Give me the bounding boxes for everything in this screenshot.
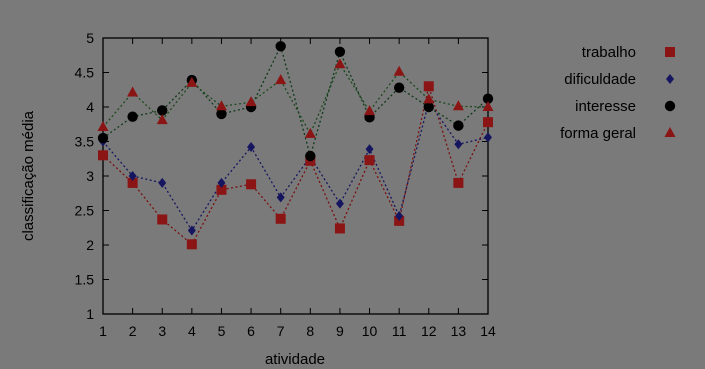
data-point-triangle (423, 93, 435, 104)
data-point-circle (305, 150, 316, 162)
data-point-triangle (452, 100, 464, 111)
series-lines (102, 44, 489, 246)
legend-marker-triangle (664, 127, 676, 137)
legend: trabalho dificuldade interesse forma geral (560, 44, 676, 142)
data-point-triangle (186, 76, 198, 87)
x-tick-label: 12 (421, 323, 437, 339)
data-point-diamond (217, 177, 226, 188)
data-point-diamond (187, 225, 196, 236)
data-point-square (98, 150, 108, 161)
data-point-diamond (158, 177, 167, 188)
y-tick-label: 1.5 (75, 272, 95, 288)
data-point-circle (453, 120, 464, 131)
data-point-square (246, 179, 257, 190)
series-line-triangle (102, 62, 489, 136)
y-tick-label: 2.5 (75, 203, 95, 219)
y-tick-label: 4.5 (75, 65, 95, 81)
data-point-diamond (365, 144, 374, 155)
x-tick-label: 11 (392, 323, 407, 339)
data-point-circle (275, 41, 286, 52)
x-tick-label: 10 (362, 323, 378, 339)
legend-marker-diamond (666, 74, 674, 84)
data-point-triangle (215, 100, 227, 111)
data-point-square (334, 223, 345, 234)
data-point-triangle (245, 96, 257, 107)
y-tick-label: 1 (86, 306, 94, 322)
x-axis-title: atividade (265, 351, 325, 368)
y-tick-label: 3.5 (75, 134, 95, 150)
legend-label: interesse (575, 98, 636, 115)
data-point-triangle (393, 65, 405, 76)
data-point-triangle (482, 101, 494, 111)
y-tick-label: 2 (86, 237, 94, 253)
x-tick-label: 4 (188, 323, 196, 339)
x-tick-label: 2 (129, 323, 137, 339)
y-axis-title: classificação média (20, 110, 37, 241)
y-tick-label: 5 (86, 30, 94, 46)
legend-marker-square (665, 47, 675, 57)
data-point-diamond (395, 211, 404, 222)
data-point-triangle (334, 58, 346, 69)
x-tick-label: 1 (99, 323, 107, 339)
x-tick-label: 3 (158, 323, 166, 339)
x-tick-label: 13 (451, 323, 467, 339)
y-tick-label: 4 (86, 99, 94, 115)
data-point-circle (482, 93, 494, 104)
data-point-circle (97, 132, 109, 144)
data-point-triangle (156, 114, 168, 125)
data-point-circle (127, 111, 138, 122)
data-point-circle (157, 105, 168, 116)
axis-ticks: 11.522.533.544.551 2 3 4 5 6 7 8 9 10 11 12 13 14 (75, 30, 496, 339)
x-tick-label: 8 (306, 323, 314, 339)
data-point-square (275, 213, 286, 224)
data-point-square (423, 81, 434, 92)
data-point-triangle (97, 121, 109, 132)
legend-label: trabalho (582, 44, 636, 61)
data-point-diamond (247, 142, 256, 153)
legend-label: forma geral (560, 125, 636, 142)
data-point-diamond (128, 171, 137, 181)
data-point-circle (216, 108, 227, 120)
data-point-square (483, 117, 493, 128)
x-tick-label: 7 (277, 323, 285, 339)
x-tick-label: 14 (480, 323, 496, 339)
data-point-triangle (127, 86, 139, 97)
data-point-circle (393, 82, 405, 93)
data-point-square (216, 184, 227, 195)
data-point-square (157, 214, 168, 225)
data-point-circle (334, 46, 346, 57)
data-point-square (127, 177, 138, 188)
x-tick-label: 9 (336, 323, 344, 339)
data-point-circle (423, 101, 434, 113)
series-line-circle (102, 44, 489, 159)
series-markers (97, 41, 494, 250)
data-point-triangle (364, 105, 376, 116)
data-point-diamond (454, 139, 463, 150)
data-point-triangle (275, 74, 287, 85)
legend-label: dificuldade (564, 71, 636, 88)
data-point-square (364, 155, 375, 166)
data-point-square (453, 177, 464, 188)
legend-marker-circle (664, 100, 676, 112)
data-point-diamond (276, 192, 285, 203)
x-tick-label: 5 (218, 323, 226, 339)
x-tick-label: 6 (247, 323, 255, 339)
data-point-diamond (484, 132, 492, 143)
y-tick-label: 3 (86, 168, 94, 184)
data-point-triangle (304, 127, 316, 138)
data-point-square (186, 239, 197, 250)
data-point-diamond (335, 198, 344, 209)
